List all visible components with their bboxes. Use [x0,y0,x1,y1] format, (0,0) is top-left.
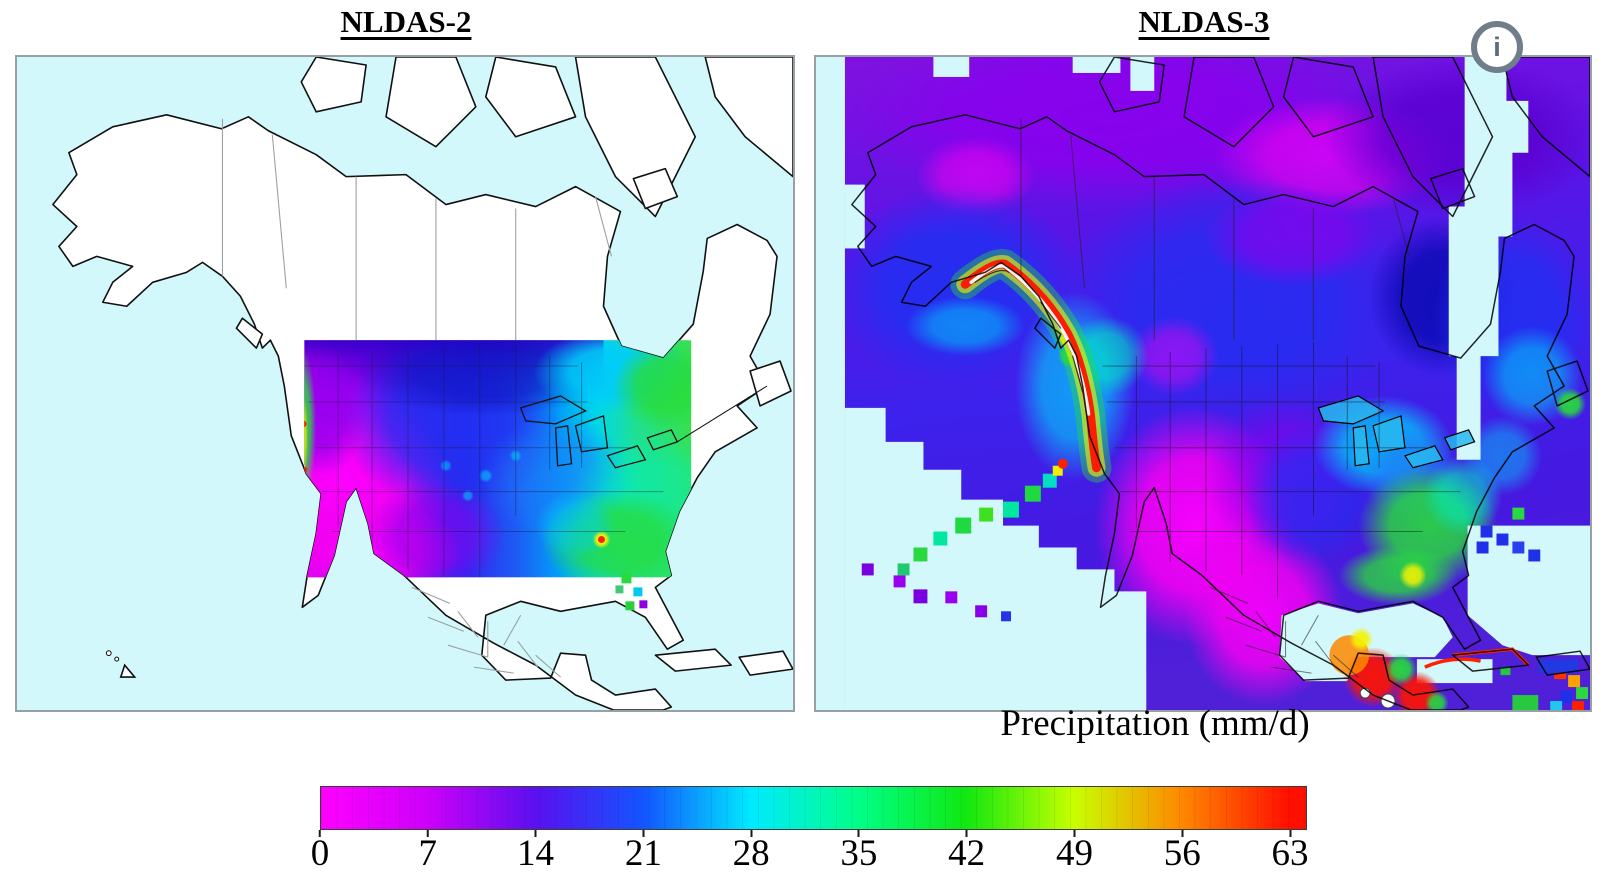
florida-cells-left [615,573,648,611]
colorbar-tick: 49 [1055,833,1093,874]
colorbar-gradient [320,786,1307,830]
panel-title-nldas2-text: NLDAS-2 [340,4,472,39]
colorbar-tick: 7 [418,833,438,874]
info-icon[interactable]: i [1471,21,1523,73]
colorbar-ticks: 0 7 14 21 28 35 42 49 56 63 [311,830,1309,884]
precip-field-conus [304,340,692,578]
panel-title-nldas2: NLDAS-2 [17,4,795,40]
data-cells-right [861,458,1589,710]
panel-title-nldas3-text: NLDAS-3 [1138,4,1270,39]
colorbar-tick: 56 [1163,833,1201,874]
map-panel-nldas3 [814,55,1592,712]
info-icon-glyph: i [1493,31,1501,62]
panel-title-nldas3: NLDAS-3 [816,4,1592,40]
colorbar-title: Precipitation (mm/d) [1000,703,1310,744]
colorbar-tick: 14 [517,833,555,874]
colorbar-tick: 63 [1271,833,1309,874]
nldas2-map [17,57,793,710]
st-lawrence-left [677,385,768,443]
coastal-wet-arc-centam [1329,627,1530,710]
map-panel-nldas2 [15,55,795,712]
nldas3-map [816,57,1590,710]
colorbar-tick: 28 [732,833,770,874]
colorbar-tick: 21 [624,833,662,874]
colorbar-tick: 0 [310,833,330,874]
hawaii-left [105,650,137,678]
colorbar-tick: 42 [948,833,986,874]
coastal-wet-arc-alaska [950,249,1112,483]
colorbar-tick: 35 [840,833,878,874]
